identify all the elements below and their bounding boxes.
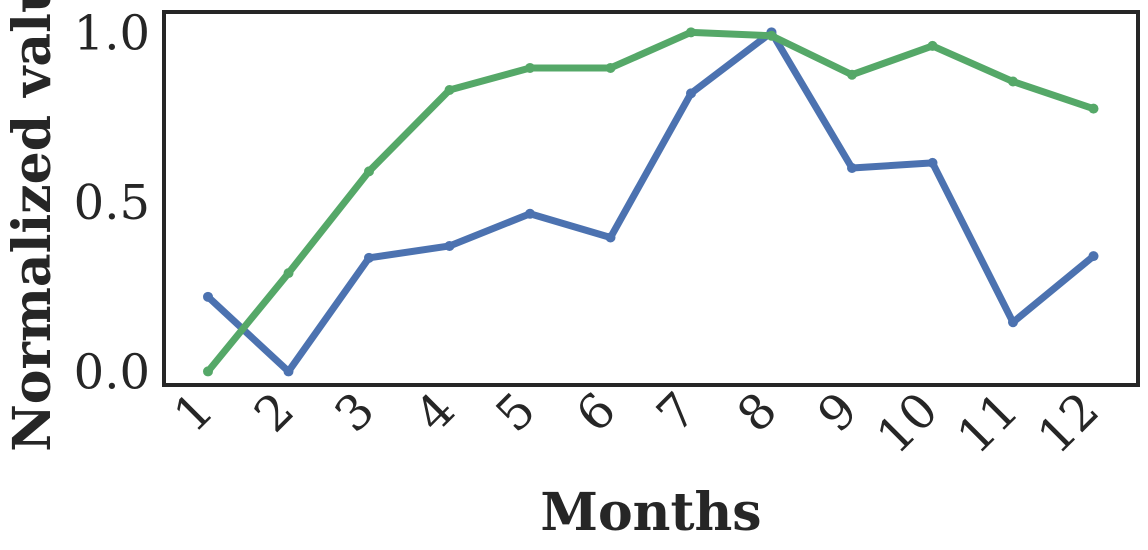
series-2-point-4 <box>444 84 455 95</box>
series-layer <box>203 27 1099 377</box>
x-tick-label: 8 <box>727 382 788 443</box>
series-2-point-12 <box>1088 103 1099 114</box>
x-tick-label: 4 <box>405 382 466 443</box>
series-1-point-10 <box>927 157 938 168</box>
series-2-point-8 <box>766 30 777 41</box>
x-tick-label: 3 <box>324 382 385 443</box>
x-tick-label: 11 <box>947 382 1030 465</box>
series-1-point-1 <box>203 291 213 302</box>
series-2-point-7 <box>686 27 696 38</box>
y-tick-label: 0.0 <box>74 344 150 400</box>
x-tick-label: 12 <box>1027 382 1110 465</box>
series-2-point-6 <box>605 62 616 73</box>
series-1-point-2 <box>283 366 294 377</box>
series-1-point-12 <box>1088 251 1099 262</box>
series-2-point-9 <box>847 69 857 80</box>
series-2-line <box>204 28 1097 375</box>
series-1-point-4 <box>444 240 455 251</box>
y-axis-title: Normalized value <box>2 0 63 452</box>
x-tick-label: 10 <box>866 382 949 465</box>
x-tick-label: 7 <box>646 382 707 443</box>
y-tick-label: 1.0 <box>74 5 150 61</box>
plot-frame <box>162 10 1140 387</box>
x-tick-label: 6 <box>566 382 627 443</box>
series-1-point-9 <box>847 162 857 173</box>
x-axis-title: Months <box>540 482 761 543</box>
series-1-point-5 <box>525 208 535 219</box>
series-2-point-3 <box>364 166 374 177</box>
series-2-point-1 <box>203 366 213 377</box>
series-1-point-6 <box>605 232 616 243</box>
series-1-point-11 <box>1008 317 1018 328</box>
x-tick-label: 5 <box>485 382 546 443</box>
y-tick-labels: 0.0 0.5 1.0 <box>74 5 150 400</box>
series-1-line <box>204 28 1097 375</box>
x-tick-label: 9 <box>807 382 868 443</box>
series-2-point-11 <box>1008 76 1018 87</box>
y-tick-label: 0.5 <box>74 175 150 231</box>
series-1-point-3 <box>364 252 374 263</box>
x-tick-label: 1 <box>163 382 224 443</box>
series-2-point-10 <box>927 40 938 51</box>
series-1-point-7 <box>686 88 696 99</box>
series-2-point-2 <box>283 268 294 279</box>
x-tick-label: 2 <box>244 382 305 443</box>
series-2-point-5 <box>525 62 535 73</box>
